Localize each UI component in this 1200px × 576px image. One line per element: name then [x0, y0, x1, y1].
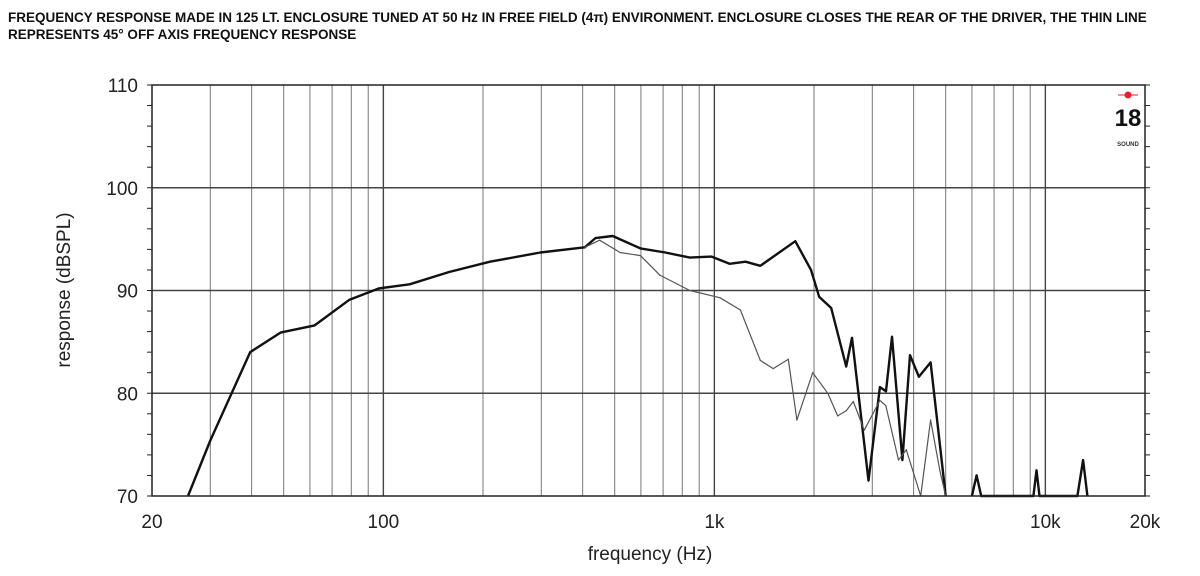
data-point	[448, 271, 450, 273]
data-point	[918, 376, 920, 378]
data-point	[818, 296, 820, 298]
x-tick-label: 20	[141, 512, 162, 533]
data-point	[408, 283, 411, 285]
data-point	[659, 274, 661, 276]
data-point	[867, 479, 870, 482]
series-line-on-axis	[186, 234, 947, 497]
data-point	[830, 307, 832, 309]
data-point	[897, 459, 900, 461]
data-point	[209, 439, 211, 442]
data-point	[378, 287, 380, 290]
data-point	[905, 449, 907, 451]
data-point	[845, 410, 847, 412]
y-tick-label: 110	[108, 76, 138, 97]
x-tick-label: 1k	[704, 512, 725, 533]
data-point	[539, 251, 541, 254]
data-point	[812, 372, 814, 374]
data-point	[852, 400, 854, 403]
data-point	[827, 392, 829, 394]
data-point	[879, 399, 881, 402]
data-point	[837, 415, 839, 417]
logo-number: 18	[1115, 105, 1142, 132]
x-tick-label: 20k	[1130, 512, 1161, 533]
plot-frame	[151, 84, 1146, 497]
data-point	[314, 324, 316, 327]
grid	[147, 84, 1150, 497]
y-tick-label: 70	[117, 487, 138, 508]
data-point	[279, 332, 282, 334]
x-axis-label: frequency (Hz)	[588, 544, 713, 565]
data-point	[612, 235, 614, 237]
y-tick-label: 80	[117, 384, 138, 405]
data-point	[891, 336, 893, 338]
data-point	[976, 474, 978, 477]
data-point	[619, 251, 621, 254]
data-point	[598, 239, 601, 241]
y-tick-label: 90	[117, 282, 138, 303]
data-point	[1082, 459, 1084, 461]
data-point	[863, 429, 865, 431]
data-point	[1035, 469, 1038, 471]
data-point	[929, 419, 932, 421]
data-point	[939, 469, 941, 471]
chart-title: FREQUENCY RESPONSE MADE IN 125 LT. ENCLO…	[8, 10, 1147, 42]
data-point	[710, 255, 713, 258]
data-point	[639, 247, 642, 249]
data-point	[885, 390, 887, 392]
data-point	[879, 386, 881, 388]
data-point	[729, 263, 731, 265]
data-point	[348, 299, 351, 301]
y-axis-label: response (dBSPL)	[54, 212, 75, 367]
data-point	[810, 269, 812, 271]
curves	[186, 234, 1089, 498]
x-tick-label: 10k	[1030, 512, 1061, 533]
data-point	[796, 419, 798, 421]
series-line-45-off-axis	[584, 239, 947, 497]
data-point	[584, 246, 586, 248]
data-point	[489, 261, 491, 263]
data-point	[739, 309, 742, 311]
data-point	[689, 257, 691, 259]
brand-logo: 18 SOUND	[1115, 91, 1142, 148]
x-tick-label: 100	[368, 512, 400, 533]
data-point	[794, 240, 796, 242]
data-point	[759, 359, 761, 361]
data-point	[594, 237, 596, 239]
data-point	[885, 404, 887, 407]
data-point	[851, 337, 853, 339]
data-point	[845, 365, 847, 368]
data-point	[772, 367, 774, 370]
data-point	[759, 265, 761, 267]
logo-subtext: SOUND	[1117, 142, 1139, 148]
series-line-on-axis-hf-spikes	[970, 458, 1089, 498]
data-point	[744, 261, 747, 263]
data-point	[719, 297, 721, 299]
data-point	[664, 251, 666, 254]
data-point	[929, 361, 932, 364]
data-point	[787, 358, 789, 360]
data-point	[639, 254, 642, 257]
data-point	[901, 459, 904, 461]
y-tick-label: 100	[106, 179, 138, 200]
tick-labels: 20 100 1k 10k 20k 70 80 90 100 110	[106, 76, 1161, 533]
data-point	[909, 354, 911, 356]
data-point	[689, 289, 691, 292]
data-point	[249, 351, 251, 353]
